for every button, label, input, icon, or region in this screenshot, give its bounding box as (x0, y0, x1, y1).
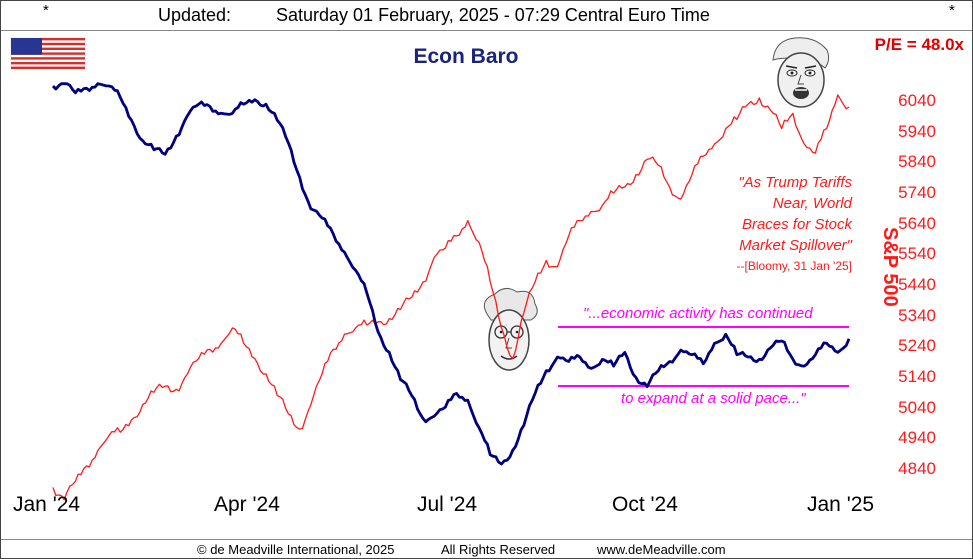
footer-website: www.deMeadville.com (597, 542, 726, 557)
x-tick: Oct '24 (612, 493, 678, 516)
updated-timestamp: Saturday 01 February, 2025 - 07:29 Centr… (276, 5, 710, 25)
tariff-quote: "As Trump Tariffs Near, World Braces for… (737, 172, 852, 277)
x-tick: Apr '24 (214, 493, 280, 516)
pe-ratio-label: P/E = 48.0x (874, 35, 964, 54)
y-right-tick: 4940 (898, 428, 936, 448)
y-right-tick: 5340 (898, 305, 936, 325)
tariff-quote-line-4: Market Spillover" (739, 237, 852, 254)
star-left: * (43, 2, 49, 19)
tariff-quote-line-3: Braces for Stock (741, 216, 852, 233)
y-right-tick: 6040 (898, 91, 936, 110)
y-right-tick: 4840 (898, 459, 936, 478)
update-bar: * Updated: Saturday 01 February, 2025 - … (1, 1, 972, 31)
tariff-quote-line-2: Near, World (772, 195, 852, 212)
fed-quote-top: "...economic activity has continued (583, 305, 813, 322)
caricature-icon (772, 37, 830, 108)
y-right-tick: 5840 (898, 152, 936, 172)
y-right-tick: 5240 (898, 336, 936, 356)
x-tick: Jul '24 (417, 493, 478, 516)
y-right-tick: 5140 (898, 367, 936, 386)
tariff-quote-line-1: "As Trump Tariffs (738, 174, 852, 191)
footer: © de Meadville International, 2025 All R… (1, 539, 972, 558)
updated-label: Updated: (158, 5, 232, 25)
chart-title: Econ Baro (413, 45, 519, 68)
fed-quote-bottom: to expand at a solid pace..." (621, 390, 806, 407)
sp500-line (52, 94, 850, 501)
us-flag-icon (10, 37, 86, 70)
chart-plot (10, 37, 851, 501)
y-right-tick: 5440 (898, 275, 936, 294)
y-right-tick: 5940 (898, 121, 936, 141)
y-right-tick: 5040 (898, 397, 936, 417)
y-right-axis-title: S&P 500 (879, 227, 901, 307)
y-right-tick: 5640 (898, 213, 936, 233)
fed-caricature-icon (483, 288, 538, 371)
y-right-tick: 5740 (898, 183, 936, 202)
econ-baro-line (51, 82, 851, 466)
tariff-quote-source: --[Bloomy, 31 Jan '25] (736, 259, 852, 273)
star-right: * (949, 2, 955, 19)
x-tick: Jan '25 (807, 493, 875, 516)
y-right-tick: 5540 (898, 244, 936, 264)
x-tick: Jan '24 (13, 493, 81, 516)
footer-rights: All Rights Reserved (441, 542, 556, 557)
footer-copyright: © de Meadville International, 2025 (197, 542, 395, 557)
